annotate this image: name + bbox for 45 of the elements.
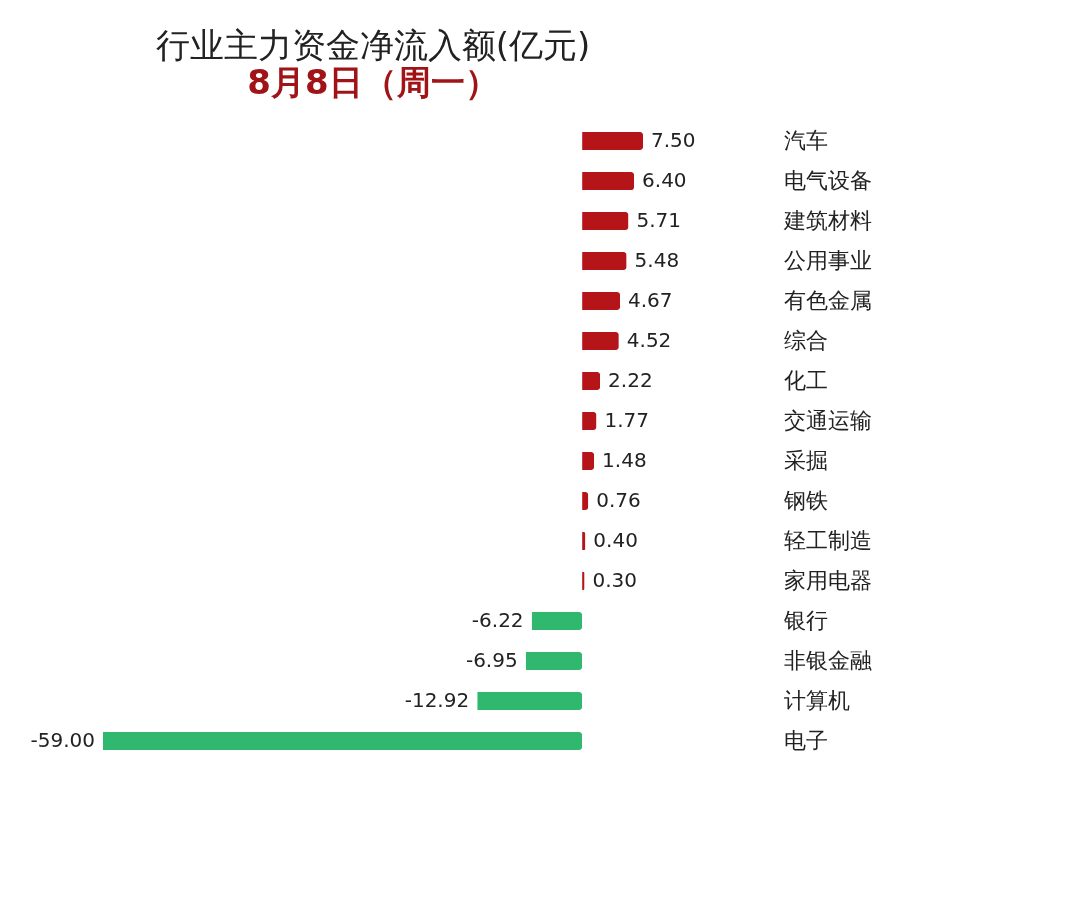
y-tick-label: 交通运输	[783, 408, 872, 433]
data-label: 4.52	[626, 328, 672, 352]
bar	[525, 652, 583, 670]
data-label: 5.71	[636, 208, 681, 232]
data-label: -6.95	[465, 648, 518, 672]
data-label: 0.40	[593, 528, 638, 552]
data-label: 1.48	[602, 448, 647, 472]
bar	[531, 612, 583, 630]
y-tick-label: 建筑材料	[782, 208, 872, 233]
data-label: 4.67	[628, 288, 673, 312]
y-tick-label: 电气设备	[783, 168, 872, 193]
y-tick-label: 轻工制造	[783, 528, 872, 553]
y-tick-label: 家用电器	[783, 568, 872, 593]
y-tick-label: 银行	[782, 608, 828, 633]
y-tick-label: 化工	[783, 368, 828, 393]
data-label: -6.22	[471, 608, 524, 632]
data-label: 5.48	[634, 248, 680, 272]
bar	[582, 372, 601, 390]
bar	[582, 252, 627, 270]
data-label: 6.40	[642, 168, 687, 192]
data-label: 7.50	[651, 128, 696, 152]
data-label: 2.22	[608, 368, 653, 392]
bar	[103, 732, 583, 750]
y-tick-label: 综合	[783, 328, 828, 353]
data-label: 1.77	[604, 408, 649, 432]
bar	[582, 332, 619, 350]
y-tick-label: 采掘	[783, 448, 828, 473]
y-tick-label: 钢铁	[782, 488, 828, 513]
chart-title: 行业主力资金净流入额(亿元)	[155, 25, 591, 65]
y-tick-label: 公用事业	[783, 248, 872, 273]
bar	[582, 212, 629, 230]
y-tick-label: 计算机	[783, 688, 850, 713]
data-label: 0.30	[592, 568, 638, 592]
y-tick-label: 电子	[783, 728, 828, 753]
data-label: -59.00	[30, 728, 95, 752]
data-label: -12.92	[404, 688, 470, 712]
y-tick-label: 有色金属	[783, 288, 872, 313]
y-tick-label: 非银金融	[783, 648, 872, 673]
chart-subtitle: 8月8日（周一）	[247, 62, 499, 102]
bar	[582, 172, 635, 190]
bar	[582, 132, 643, 150]
bar	[477, 692, 583, 710]
bar	[582, 292, 621, 310]
data-label: 0.76	[596, 488, 641, 512]
y-tick-label: 汽车	[783, 128, 828, 153]
